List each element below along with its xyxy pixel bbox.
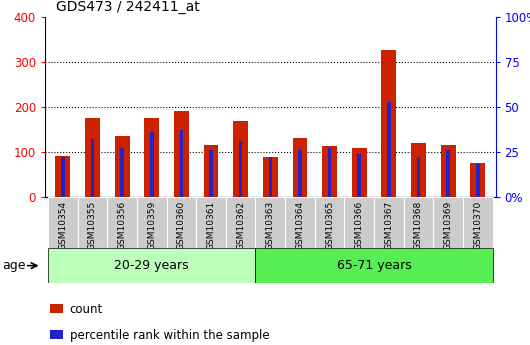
- Bar: [48, 197, 78, 248]
- Bar: [285, 197, 315, 248]
- Bar: [137, 197, 166, 248]
- Bar: [209, 150, 213, 197]
- Bar: [166, 197, 196, 248]
- Text: GSM10362: GSM10362: [236, 201, 245, 250]
- Bar: [322, 146, 337, 197]
- Text: percentile rank within the sample: percentile rank within the sample: [70, 329, 269, 342]
- Text: GSM10363: GSM10363: [266, 201, 275, 250]
- Text: age: age: [3, 259, 26, 272]
- Bar: [298, 150, 302, 197]
- Text: GSM10365: GSM10365: [325, 201, 334, 250]
- Bar: [50, 304, 63, 313]
- Bar: [50, 330, 63, 339]
- Bar: [226, 197, 255, 248]
- Bar: [470, 163, 485, 197]
- Text: GSM10355: GSM10355: [88, 201, 97, 250]
- Text: GSM10354: GSM10354: [58, 201, 67, 250]
- Text: GSM10366: GSM10366: [355, 201, 364, 250]
- Text: GSM10356: GSM10356: [118, 201, 127, 250]
- Bar: [417, 157, 420, 197]
- Bar: [144, 118, 159, 197]
- Bar: [233, 121, 248, 197]
- Bar: [476, 164, 480, 197]
- Bar: [315, 197, 344, 248]
- Bar: [120, 148, 124, 197]
- Bar: [255, 248, 492, 283]
- Bar: [78, 197, 107, 248]
- Bar: [107, 197, 137, 248]
- Bar: [196, 197, 226, 248]
- Text: count: count: [70, 303, 103, 316]
- Bar: [374, 197, 404, 248]
- Bar: [463, 197, 492, 248]
- Text: GSM10361: GSM10361: [207, 201, 216, 250]
- Bar: [48, 248, 255, 283]
- Bar: [411, 143, 426, 197]
- Bar: [174, 111, 189, 197]
- Text: 65-71 years: 65-71 years: [337, 259, 411, 272]
- Text: 20-29 years: 20-29 years: [114, 259, 189, 272]
- Bar: [269, 157, 272, 197]
- Text: GSM10360: GSM10360: [177, 201, 186, 250]
- Text: GSM10367: GSM10367: [384, 201, 393, 250]
- Bar: [180, 130, 183, 197]
- Bar: [357, 154, 361, 197]
- Text: GDS473 / 242411_at: GDS473 / 242411_at: [56, 0, 199, 14]
- Bar: [85, 118, 100, 197]
- Bar: [404, 197, 434, 248]
- Text: GSM10370: GSM10370: [473, 201, 482, 250]
- Bar: [446, 150, 450, 197]
- Bar: [352, 148, 367, 197]
- Bar: [434, 197, 463, 248]
- Bar: [204, 145, 218, 197]
- Bar: [441, 145, 456, 197]
- Text: GSM10369: GSM10369: [444, 201, 453, 250]
- Bar: [255, 197, 285, 248]
- Text: GSM10364: GSM10364: [295, 201, 304, 250]
- Bar: [114, 136, 129, 197]
- Bar: [150, 132, 154, 197]
- Bar: [61, 157, 65, 197]
- Text: GSM10368: GSM10368: [414, 201, 423, 250]
- Bar: [56, 156, 70, 197]
- Bar: [91, 139, 94, 197]
- Bar: [344, 197, 374, 248]
- Text: GSM10359: GSM10359: [147, 201, 156, 250]
- Bar: [239, 141, 242, 197]
- Bar: [382, 50, 396, 197]
- Bar: [328, 148, 331, 197]
- Bar: [387, 101, 391, 197]
- Bar: [293, 138, 307, 197]
- Bar: [263, 157, 278, 197]
